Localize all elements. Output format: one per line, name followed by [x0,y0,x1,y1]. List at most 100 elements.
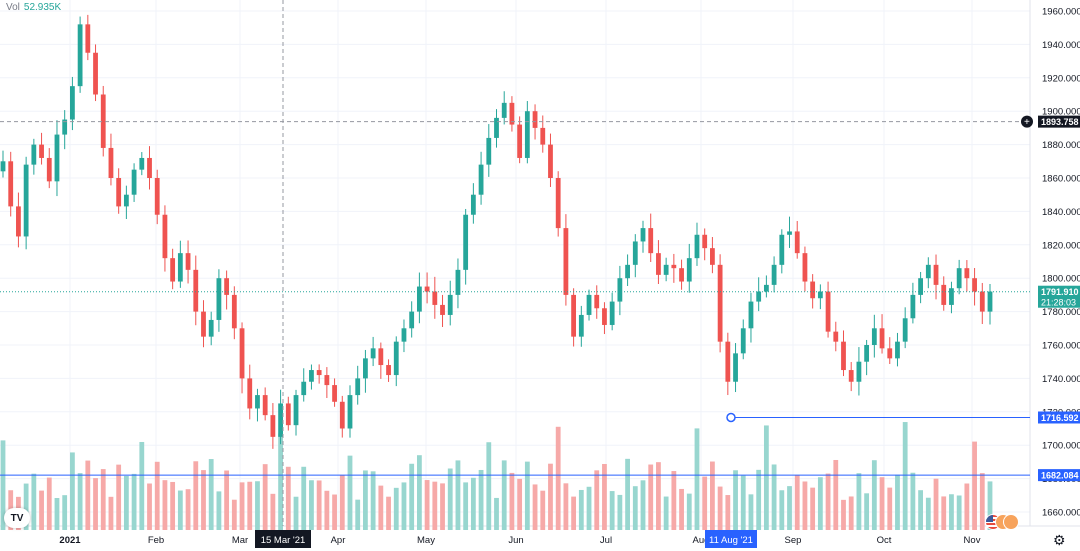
candle-body [578,314,584,337]
volume-bar [725,495,731,530]
gear-icon[interactable]: ⚙ [1053,532,1066,548]
candle-body [956,268,962,289]
volume-bar [278,433,283,530]
candle-body [324,375,330,386]
volume-bar [247,481,253,530]
volume-bar [424,480,430,530]
candle-body [501,102,507,118]
volume-bar [594,470,600,530]
volume-bar [710,461,715,530]
volume-bar [378,485,384,530]
volume-bar [871,460,877,530]
candle-body [779,234,785,265]
highlight-time-label: 11 Aug '21 [709,535,753,546]
candle-body [463,214,469,270]
candle-body [77,24,83,87]
volume-bar [77,473,83,530]
candle-body [694,234,700,259]
price-tick-label: 1660.000 [1042,508,1080,519]
candle-body [933,264,939,285]
tradingview-logo-icon[interactable]: TV [4,508,30,528]
volume-bar [864,493,870,530]
price-tick-label: 1840.000 [1042,207,1080,218]
candle-body [864,345,870,362]
candle-body [555,178,561,229]
candle-body [85,24,91,53]
candle-body [93,52,98,95]
volume-bar [817,477,823,530]
time-tick-label: May [417,535,435,546]
candle-body [270,415,276,437]
volume-bar [586,486,592,530]
candle-body [494,117,499,138]
volume-bar [293,496,299,530]
price-tick-label: 1820.000 [1042,240,1080,251]
volume-bar [987,481,993,530]
volume-bar [810,487,816,530]
candle-body [910,294,916,319]
volume-bar [771,464,777,530]
price-tick-label: 1940.000 [1042,40,1080,51]
volume-bar [463,482,469,530]
candle-body [594,294,600,309]
volume-bar [324,490,330,530]
volume-bar [339,475,345,530]
volume-bar [895,474,900,530]
price-tick-label: 1780.000 [1042,307,1080,318]
volume-bar [440,483,445,530]
last-price-label: 1791.910 [1041,287,1079,297]
candle-body [810,281,816,299]
candle-body [370,348,376,359]
volume-bar [825,473,831,530]
candle-body [979,291,985,312]
last-price-label-countdown: 21:28:03 [1041,298,1076,308]
volume-bar [54,497,60,530]
volume-bar [409,463,415,530]
candle-body [293,395,299,426]
volume-bar [733,470,738,530]
crosshair-time-label: 15 Mar '21 [261,535,306,546]
volume-bar [316,480,322,530]
candle-body [363,358,368,379]
volume-bar [841,499,846,530]
volume-bar [656,462,661,530]
event-marker-icon[interactable] [1003,514,1019,530]
price-tick-label: 1880.000 [1042,140,1080,151]
volume-bar [39,490,44,530]
candle-body [609,301,615,325]
candle-body [39,144,44,158]
volume-bar [794,475,800,530]
time-tick-label: 2021 [59,535,81,546]
candle-body [301,381,307,396]
volume-bar [139,441,145,530]
candle-body [848,370,854,382]
volume-bar [363,470,368,530]
candle-body [887,348,893,359]
volume-bar [763,425,769,530]
volume-bar [193,461,199,530]
candle-body [409,311,415,329]
candle-body [517,124,523,158]
volume-bar [964,483,970,530]
volume-bar [239,482,245,530]
volume-bar [455,460,461,530]
volume-bar [393,487,399,530]
candle-body [424,286,430,292]
volume-bar [85,460,91,530]
candle-body [416,286,422,312]
time-tick-label: Jul [600,535,612,546]
candle-body [224,278,230,295]
volume-bar [432,481,438,530]
volume-bar [501,460,507,530]
candle-body [833,331,839,342]
volume-bar [702,476,708,530]
candle-body [817,291,823,299]
price-tick-label: 1800.000 [1042,274,1080,285]
volume-bar [933,478,939,530]
volume-bar [147,483,152,530]
candle-body [393,341,399,376]
candle-body [717,264,723,342]
candle-body [177,253,183,282]
